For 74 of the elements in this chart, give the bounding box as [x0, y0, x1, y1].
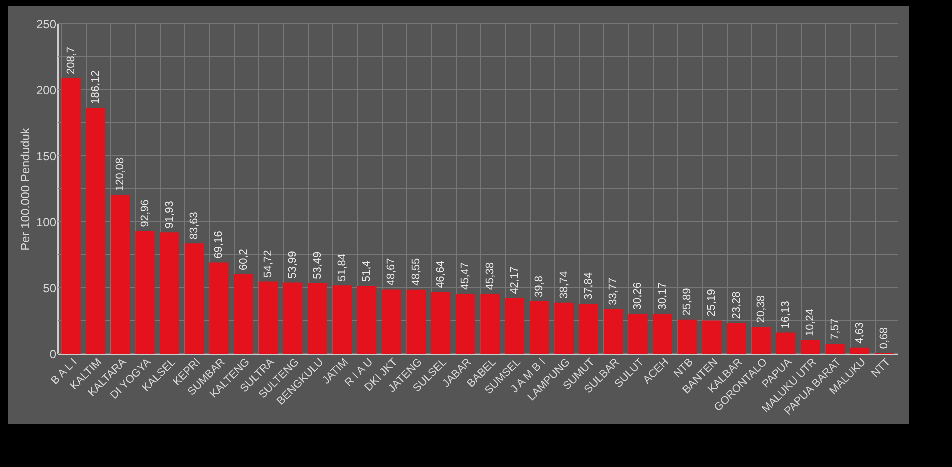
data-label: 53,49: [312, 252, 324, 280]
data-label: 23,28: [730, 292, 743, 320]
y-tick-label: 0: [50, 348, 57, 362]
bar: [653, 314, 672, 354]
data-label: 38,74: [558, 271, 570, 299]
data-label: 45,38: [484, 262, 496, 290]
data-label: 60,2: [238, 249, 250, 271]
data-label: 69,16: [213, 231, 226, 259]
bar: [579, 304, 599, 354]
data-label: 4,63: [854, 322, 866, 344]
data-label: 51,84: [336, 254, 348, 282]
data-label: 45,47: [460, 262, 472, 290]
y-tick-label: 100: [36, 216, 57, 230]
bar: [160, 232, 180, 354]
data-label: 30,17: [656, 282, 669, 310]
data-label: 53,99: [287, 251, 300, 279]
bar: [678, 320, 698, 354]
bar: [406, 290, 426, 354]
y-tick-label: 150: [36, 150, 57, 164]
data-label: 120,08: [114, 158, 127, 192]
bar: [554, 302, 574, 354]
y-tick-label: 250: [36, 18, 57, 32]
bar: [234, 274, 254, 354]
y-axis-title: Per 100.000 Penduduk: [18, 127, 32, 251]
bar: [332, 286, 352, 354]
data-label: 48,55: [410, 258, 422, 286]
bar: [210, 262, 229, 354]
bar: [801, 340, 820, 354]
data-label: 7,57: [829, 318, 842, 340]
bar: [136, 231, 155, 354]
data-label: 10,24: [804, 308, 817, 336]
bar: [431, 292, 451, 354]
bar: [258, 282, 278, 354]
data-label: 48,67: [386, 258, 398, 286]
bar: [604, 309, 624, 354]
bar: [752, 327, 772, 354]
y-tick-label: 200: [36, 84, 57, 98]
data-label: 25,89: [682, 288, 694, 316]
data-label: 39,8: [534, 276, 546, 298]
data-label: 25,19: [706, 289, 718, 317]
data-label: 0,68: [878, 328, 891, 350]
data-label: 37,84: [582, 272, 595, 300]
data-label: 20,38: [755, 296, 768, 324]
bar: [62, 78, 81, 354]
bar: [530, 301, 550, 354]
data-label: 30,26: [632, 282, 644, 310]
bar: [357, 286, 377, 354]
bar: [86, 108, 106, 354]
data-label: 91,93: [164, 201, 176, 229]
bar: [284, 282, 303, 354]
data-label: 42,17: [508, 266, 521, 294]
bar: [382, 290, 402, 354]
y-tick-label: 50: [43, 282, 57, 296]
data-label: 83,63: [188, 212, 201, 240]
bar: [456, 294, 476, 354]
bar: [826, 344, 846, 354]
bar: [850, 348, 870, 354]
bar: [727, 323, 746, 354]
data-label: 92,96: [139, 200, 152, 228]
bar: [110, 195, 130, 354]
data-label: 186,12: [90, 70, 102, 104]
data-label: 208,7: [65, 46, 78, 75]
bar: [308, 283, 328, 354]
data-label: 51,4: [361, 260, 374, 282]
bar: [480, 294, 500, 354]
data-label: 46,64: [435, 260, 448, 288]
data-label: 54,72: [262, 250, 274, 278]
bar: [776, 332, 796, 354]
bar: [702, 320, 722, 354]
bar: [628, 314, 648, 354]
bar: [184, 244, 204, 354]
data-label: 33,77: [608, 278, 620, 306]
data-label: 16,13: [780, 301, 792, 329]
bar: [505, 298, 525, 354]
